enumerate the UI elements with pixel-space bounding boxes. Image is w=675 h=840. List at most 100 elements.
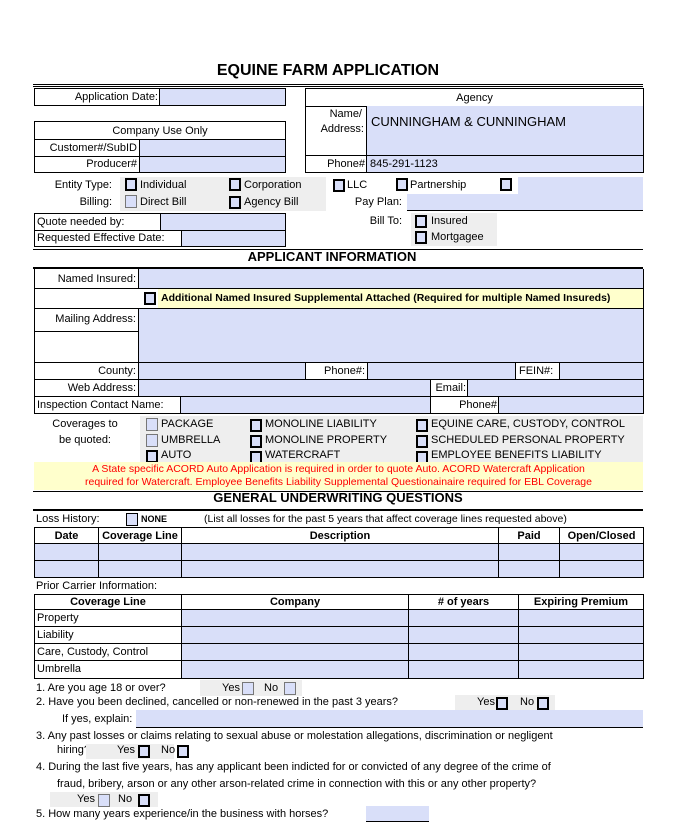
monoline-property-label: MONOLINE PROPERTY — [265, 434, 388, 446]
q4-yes-checkbox[interactable] — [98, 794, 110, 807]
divider — [35, 362, 643, 363]
loss-cell[interactable] — [35, 544, 98, 561]
package-label: PACKAGE — [161, 418, 214, 430]
loss-cell[interactable] — [98, 544, 181, 561]
q3-yes-checkbox[interactable] — [138, 745, 150, 758]
umbrella-label: UMBRELLA — [161, 434, 221, 446]
partnership-checkbox[interactable] — [396, 178, 408, 191]
quote-box: Quote needed by: Requested Effective Dat… — [34, 213, 286, 247]
effective-date-input[interactable] — [181, 231, 285, 246]
scheduled-personal-property-checkbox[interactable] — [416, 435, 428, 448]
prior-cell[interactable] — [181, 644, 408, 661]
prior-cell[interactable] — [518, 627, 643, 644]
coverages-shade — [140, 416, 643, 462]
additional-named-insured-checkbox[interactable] — [144, 292, 156, 305]
county-input[interactable] — [138, 363, 306, 379]
mortgagee-label: Mortgagee — [431, 231, 484, 243]
divider — [306, 155, 643, 156]
divider — [33, 509, 643, 511]
prior-cell[interactable] — [518, 610, 643, 627]
umbrella-checkbox[interactable] — [146, 434, 158, 447]
insured-checkbox[interactable] — [415, 215, 427, 228]
q2-no-checkbox[interactable] — [537, 697, 549, 710]
prior-row-label: Care, Custody, Control — [35, 644, 181, 661]
loss-cell[interactable] — [181, 561, 498, 578]
agency-name-input[interactable]: CUNNINGHAM & CUNNINGHAM — [366, 106, 643, 155]
other-entity-input[interactable] — [518, 177, 643, 194]
individual-checkbox[interactable] — [125, 178, 137, 191]
loss-cell[interactable] — [559, 544, 643, 561]
prior-row-label: Umbrella — [37, 663, 82, 675]
monoline-liability-checkbox[interactable] — [250, 419, 262, 432]
monoline-property-checkbox[interactable] — [250, 435, 262, 448]
named-insured-input[interactable] — [138, 269, 643, 288]
equine-care-checkbox[interactable] — [416, 419, 428, 432]
prior-cell[interactable] — [181, 610, 408, 627]
loss-cell[interactable] — [498, 544, 559, 561]
fein-input[interactable] — [559, 363, 643, 379]
applicant-information-heading: APPLICANT INFORMATION — [247, 249, 417, 264]
mailing-address-input[interactable] — [138, 309, 643, 362]
producer-input[interactable] — [139, 157, 285, 172]
q4-no-checkbox[interactable] — [138, 794, 150, 807]
web-address-input[interactable] — [138, 380, 431, 396]
prior-cell[interactable] — [181, 661, 408, 678]
coverages-label: be quoted: — [59, 434, 111, 446]
loss-cell[interactable] — [498, 561, 559, 578]
prior-cell[interactable] — [408, 627, 518, 644]
agency-bill-checkbox[interactable] — [229, 196, 241, 209]
q1-yes-checkbox[interactable] — [242, 682, 254, 695]
quote-needed-input[interactable] — [160, 214, 285, 230]
loss-cell[interactable] — [559, 561, 643, 578]
prior-cell[interactable] — [408, 644, 518, 661]
direct-bill-checkbox[interactable] — [125, 195, 137, 208]
customer-input[interactable] — [139, 140, 285, 156]
other-entity-checkbox[interactable] — [500, 178, 512, 191]
phone-input[interactable] — [367, 363, 516, 379]
prior-cell[interactable] — [518, 661, 643, 678]
applicant-grid: Named Insured: Additional Named Insured … — [34, 269, 644, 414]
divider — [35, 331, 138, 332]
loss-cell[interactable] — [35, 561, 98, 578]
loss-cell[interactable] — [98, 561, 181, 578]
equine-care-label: EQUINE CARE, CUSTODY, CONTROL — [431, 418, 625, 430]
q3-no-checkbox[interactable] — [177, 745, 189, 758]
application-date-input[interactable] — [159, 89, 285, 105]
q2-yes-checkbox[interactable] — [496, 697, 508, 710]
inspection-phone-label: Phone# — [459, 399, 497, 411]
prior-cell[interactable] — [181, 627, 408, 644]
corporation-checkbox[interactable] — [229, 178, 241, 191]
email-input[interactable] — [467, 380, 643, 396]
individual-label: Individual — [140, 179, 187, 191]
q1-no-label: No — [264, 682, 279, 694]
pay-plan-input[interactable] — [407, 194, 643, 211]
q1-no-checkbox[interactable] — [284, 682, 296, 695]
prior-cell[interactable] — [408, 661, 518, 678]
company-use-heading: Company Use Only — [112, 125, 208, 137]
loss-column-header: Coverage Line — [98, 528, 181, 544]
q3-no-label: No — [161, 744, 176, 756]
prior-cell[interactable] — [518, 644, 643, 661]
divider — [35, 156, 285, 157]
entity-billing-shade — [120, 177, 326, 211]
package-checkbox[interactable] — [146, 418, 158, 431]
q4-no-label: No — [118, 793, 133, 805]
phone-label: Phone#: — [324, 365, 365, 377]
loss-none-checkbox[interactable] — [126, 513, 138, 526]
fein-label: FEIN#: — [519, 365, 554, 377]
q2-explain-input[interactable] — [136, 710, 643, 728]
q5-years-input[interactable] — [366, 806, 429, 822]
llc-checkbox[interactable] — [333, 179, 345, 192]
inspection-contact-input[interactable] — [180, 397, 431, 413]
web-address-label: Web Address: — [67, 382, 136, 394]
prior-column-header: Coverage Line — [35, 595, 181, 610]
loss-cell[interactable] — [181, 544, 498, 561]
inspection-phone-input[interactable] — [498, 397, 643, 413]
prior-cell[interactable] — [408, 610, 518, 627]
bill-to-label: Bill To: — [369, 215, 402, 227]
loss-column-header: Paid — [498, 528, 559, 544]
mortgagee-checkbox[interactable] — [415, 231, 427, 244]
agency-phone-input[interactable]: 845-291-1123 — [366, 156, 643, 172]
county-label: County: — [98, 365, 136, 377]
